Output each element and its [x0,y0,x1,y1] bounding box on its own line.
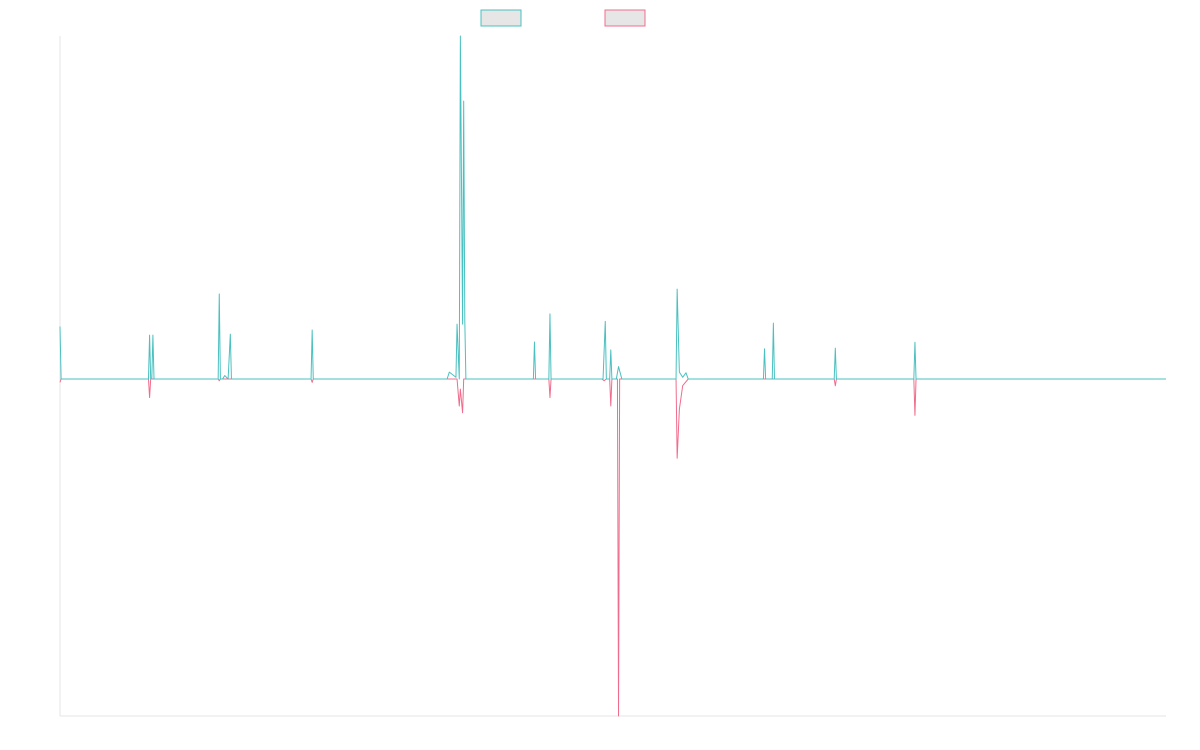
series-layer [59,35,1166,717]
series-1-line [59,35,1166,380]
legend-swatch-series-2[interactable] [604,9,646,27]
legend-swatch-series-1[interactable] [480,9,522,27]
legend [480,9,646,27]
series-2-line [59,378,1166,717]
plot-area [59,36,1166,717]
